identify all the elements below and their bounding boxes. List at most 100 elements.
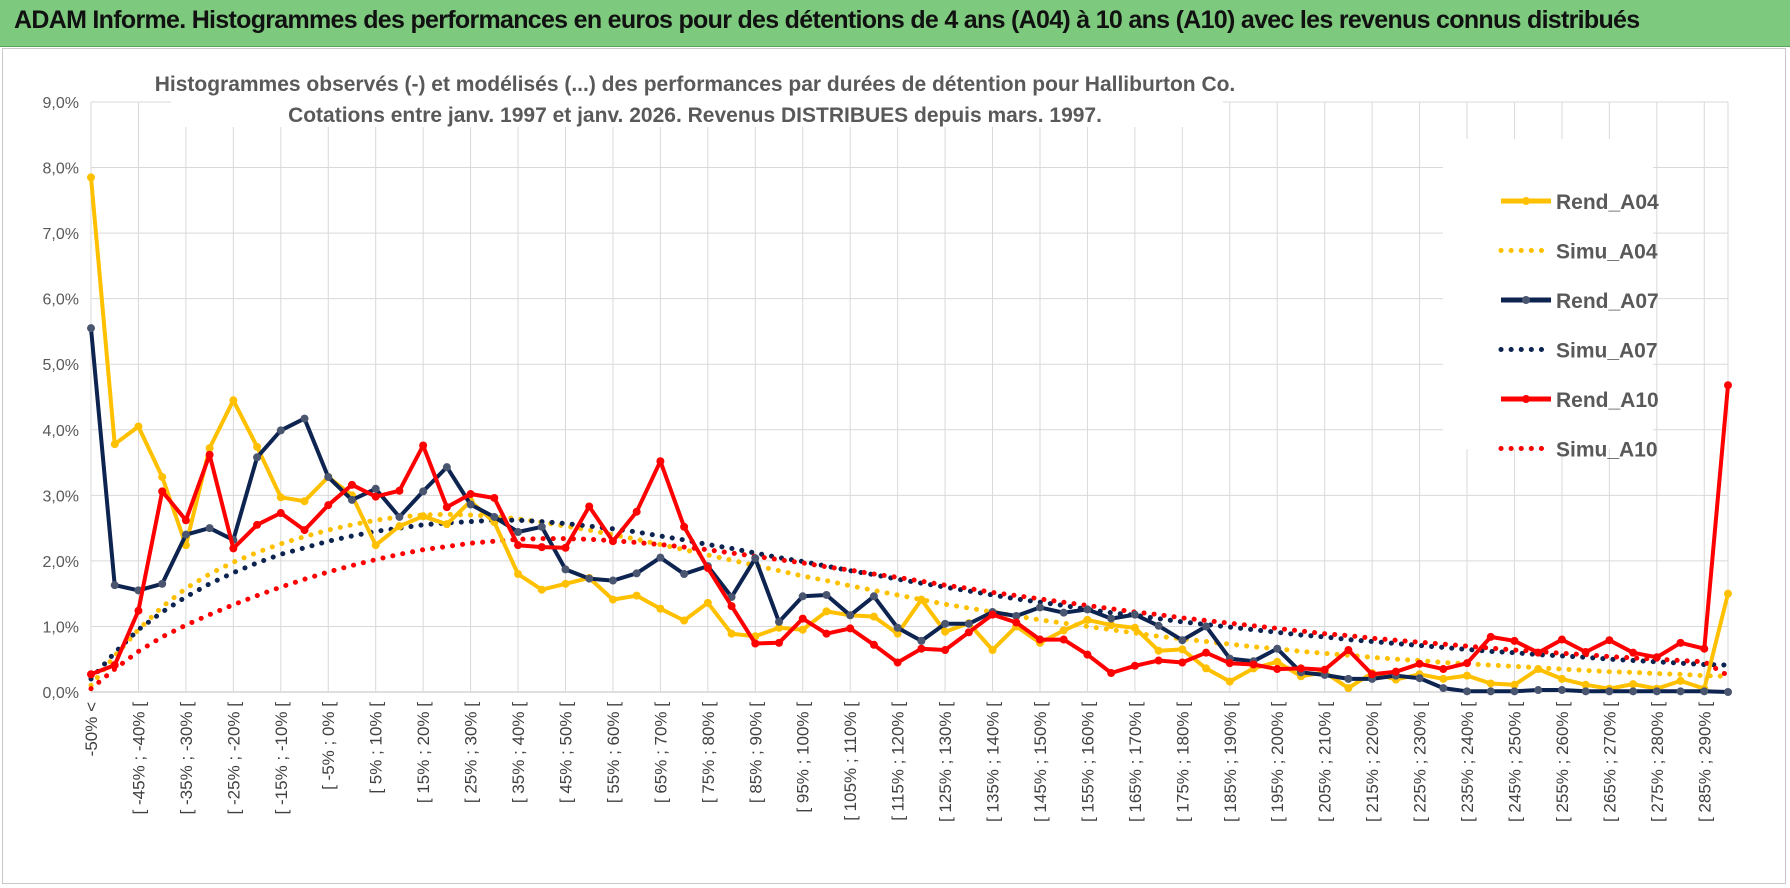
data-point-rend-a10 bbox=[371, 492, 380, 501]
data-point-rend-a04 bbox=[917, 595, 926, 604]
x-tick-label: -50% < bbox=[82, 702, 101, 756]
data-point-rend-a07 bbox=[514, 528, 523, 537]
series-line-simu-a10 bbox=[88, 536, 1731, 692]
data-point-rend-a10 bbox=[893, 658, 902, 667]
y-tick-label: 2,0% bbox=[43, 554, 79, 571]
data-point-rend-a07 bbox=[1035, 603, 1044, 612]
data-point-rend-a10 bbox=[253, 520, 262, 529]
data-point-rend-a04 bbox=[134, 422, 143, 431]
data-point-rend-a10 bbox=[1154, 656, 1163, 665]
data-point-rend-a04 bbox=[1130, 623, 1139, 632]
data-point-rend-a04 bbox=[371, 541, 380, 550]
y-tick-label: 6,0% bbox=[43, 292, 79, 309]
data-point-rend-a04 bbox=[1557, 674, 1566, 683]
data-point-rend-a04 bbox=[1486, 679, 1495, 688]
y-tick-label: 1,0% bbox=[43, 619, 79, 636]
data-point-rend-a07 bbox=[917, 636, 926, 645]
x-tick-label: [ 145% ; 150% [ bbox=[1031, 702, 1050, 822]
x-tick-label: [ 115% ; 120% [ bbox=[889, 702, 908, 821]
data-point-rend-a07 bbox=[1724, 688, 1732, 696]
series-line-simu-a04 bbox=[88, 511, 1731, 688]
data-point-rend-a10 bbox=[1415, 659, 1424, 668]
banner-title: ADAM Informe. Histogrammes des performan… bbox=[14, 6, 1640, 34]
data-point-rend-a07 bbox=[1510, 687, 1519, 696]
title-background bbox=[171, 63, 1223, 127]
data-point-rend-a07 bbox=[490, 512, 499, 521]
x-tick-label: [ 215% ; 220% [ bbox=[1363, 702, 1382, 822]
data-point-rend-a10 bbox=[181, 516, 190, 525]
data-point-rend-a07 bbox=[1629, 687, 1638, 696]
data-point-rend-a10 bbox=[1463, 659, 1472, 668]
data-point-rend-a04 bbox=[1676, 676, 1685, 685]
data-point-rend-a07 bbox=[727, 592, 736, 601]
x-tick-label: [ 185% ; 190% [ bbox=[1221, 702, 1240, 822]
data-point-rend-a10 bbox=[561, 543, 570, 552]
chart-frame: Histogrammes observés (-) et modélisés (… bbox=[2, 48, 1786, 884]
x-tick-label: [ 195% ; 200% [ bbox=[1268, 702, 1287, 822]
x-tick-label: [ -5% ; 0% [ bbox=[319, 702, 338, 790]
x-tick-label: [ 285% ; 290% [ bbox=[1695, 702, 1714, 822]
data-point-rend-a10 bbox=[1629, 648, 1638, 657]
x-tick-label: [ 5% ; 10% [ bbox=[367, 702, 386, 794]
data-point-rend-a10 bbox=[442, 503, 451, 512]
data-point-rend-a10 bbox=[1534, 648, 1543, 657]
data-point-rend-a07 bbox=[751, 554, 760, 563]
data-point-rend-a07 bbox=[893, 623, 902, 632]
legend-label-rend-a04: Rend_A04 bbox=[1556, 191, 1659, 214]
y-axis-tick-labels: 0,0% 1,0% 2,0% 3,0% 4,0% 5,0% 6,0% 7,0% 8,0% 9,0% bbox=[43, 95, 79, 702]
data-point-rend-a10 bbox=[134, 606, 143, 615]
data-point-rend-a04 bbox=[1202, 664, 1211, 673]
x-tick-label: [ 105% ; 110% [ bbox=[841, 702, 860, 821]
histogram-line-chart: Histogrammes observés (-) et modélisés (… bbox=[43, 63, 1732, 822]
data-point-rend-a10 bbox=[964, 628, 973, 637]
data-point-rend-a04 bbox=[395, 522, 404, 531]
data-point-rend-a07 bbox=[1202, 622, 1211, 631]
data-point-rend-a04 bbox=[608, 595, 617, 604]
legend-label-rend-a07: Rend_A07 bbox=[1556, 290, 1659, 313]
data-point-rend-a07 bbox=[561, 565, 570, 574]
data-point-rend-a10 bbox=[276, 509, 285, 518]
data-point-rend-a10 bbox=[941, 646, 950, 655]
y-tick-label: 8,0% bbox=[43, 161, 79, 178]
data-point-rend-a07 bbox=[964, 619, 973, 628]
data-point-rend-a07 bbox=[1486, 687, 1495, 696]
data-point-rend-a04 bbox=[253, 442, 262, 451]
legend-label-simu-a07: Simu_A07 bbox=[1556, 340, 1658, 363]
data-point-rend-a10 bbox=[1391, 667, 1400, 676]
data-point-rend-a10 bbox=[775, 638, 784, 647]
chart-legend: Rend_A04 Simu_A04 Rend_A07 Simu_A07 Rend_A10… bbox=[1443, 139, 1659, 462]
x-tick-label: [ 275% ; 280% [ bbox=[1648, 702, 1667, 822]
data-point-rend-a10 bbox=[1439, 665, 1448, 674]
x-tick-label: [ 165% ; 170% [ bbox=[1126, 702, 1145, 822]
data-point-rend-a04 bbox=[276, 493, 285, 502]
data-point-rend-a10 bbox=[300, 526, 309, 535]
data-point-rend-a04 bbox=[1724, 589, 1732, 598]
data-point-rend-a10 bbox=[1581, 648, 1590, 657]
data-point-rend-a07 bbox=[1344, 674, 1353, 683]
data-point-rend-a07 bbox=[87, 324, 95, 333]
data-point-rend-a04 bbox=[1439, 674, 1448, 683]
x-tick-label: [ 65% ; 70% [ bbox=[651, 702, 670, 803]
data-point-rend-a10 bbox=[1273, 665, 1282, 674]
data-point-rend-a07 bbox=[585, 574, 594, 583]
data-point-rend-a07 bbox=[181, 530, 190, 539]
data-point-rend-a07 bbox=[1676, 687, 1685, 696]
data-point-rend-a04 bbox=[1154, 646, 1163, 655]
data-point-rend-a10 bbox=[1486, 632, 1495, 641]
series-line-simu-a07 bbox=[88, 517, 1731, 682]
legend-label-simu-a04: Simu_A04 bbox=[1556, 241, 1658, 264]
data-point-rend-a10 bbox=[1557, 635, 1566, 644]
data-point-rend-a04 bbox=[561, 579, 570, 588]
data-point-rend-a10 bbox=[1035, 635, 1044, 644]
legend-label-rend-a10: Rend_A10 bbox=[1556, 389, 1659, 412]
data-point-rend-a07 bbox=[1012, 611, 1021, 620]
data-point-rend-a10 bbox=[846, 624, 855, 633]
series-line-rend-a10 bbox=[90, 385, 1730, 677]
data-point-rend-a04 bbox=[869, 612, 878, 621]
data-point-rend-a07 bbox=[869, 592, 878, 601]
x-tick-label: [ 135% ; 140% [ bbox=[984, 702, 1003, 822]
data-point-rend-a04 bbox=[1344, 684, 1353, 693]
legend-label-simu-a10: Simu_A10 bbox=[1556, 439, 1658, 462]
data-point-rend-a07 bbox=[442, 463, 451, 472]
data-point-rend-a07 bbox=[276, 426, 285, 435]
